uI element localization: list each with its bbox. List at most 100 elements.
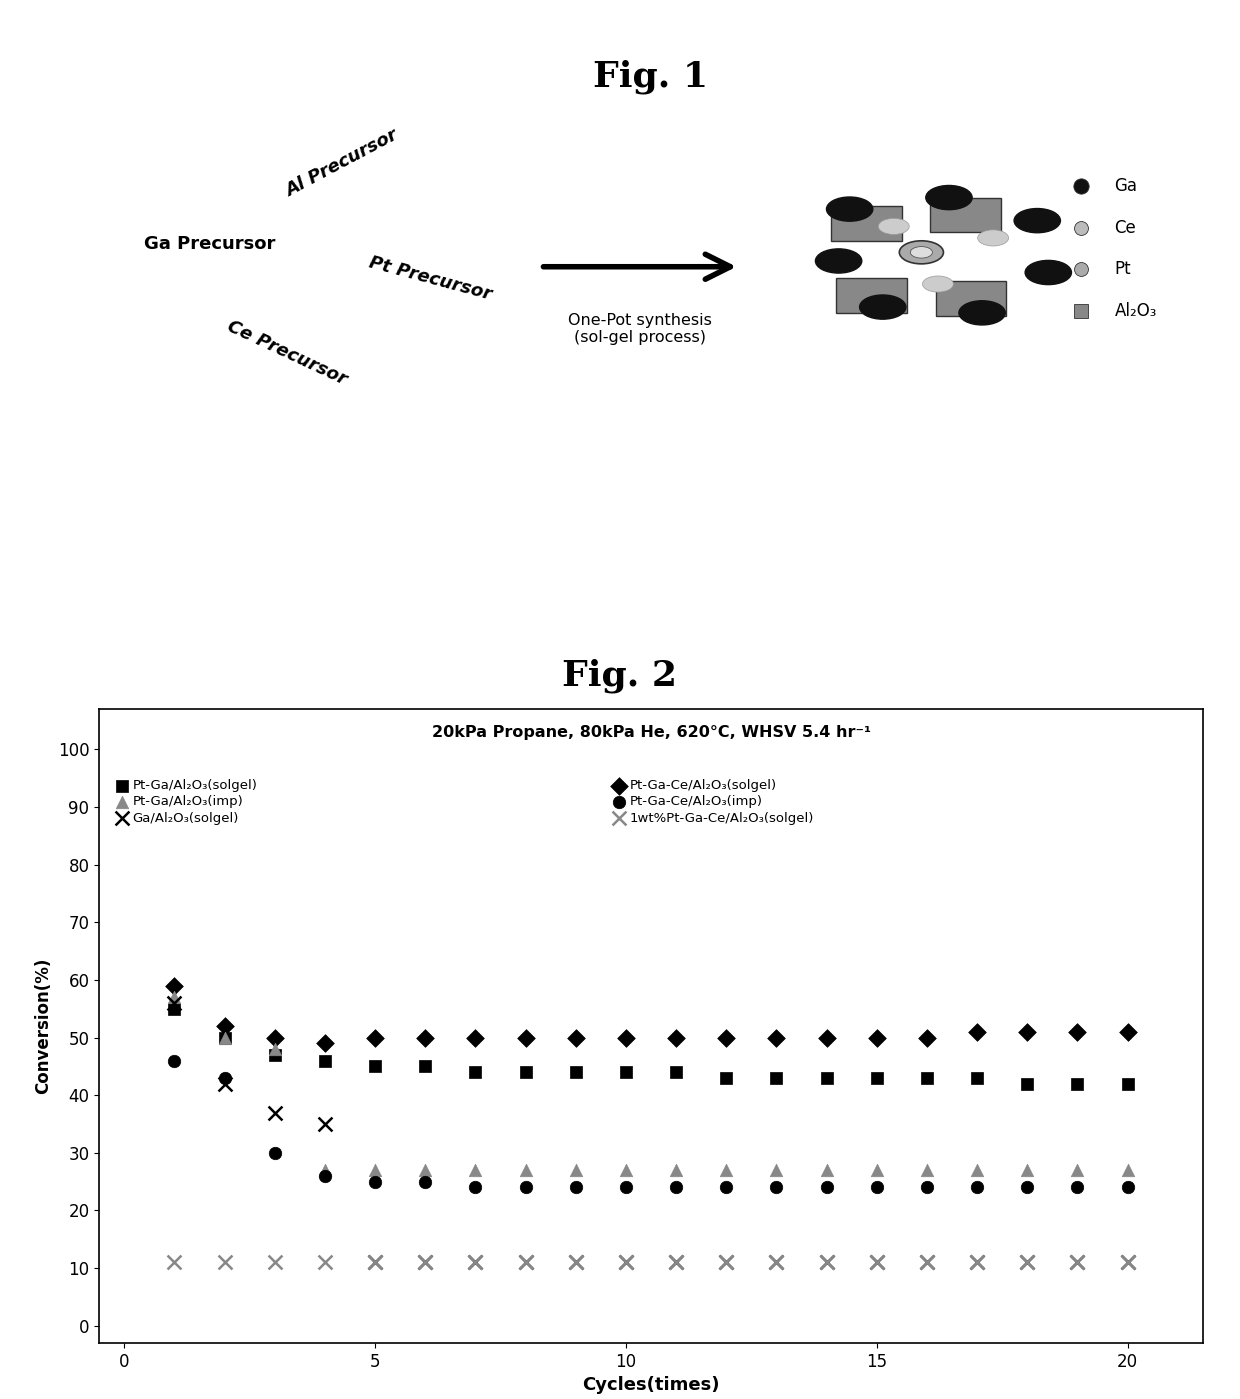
Circle shape [1014, 208, 1060, 232]
Point [565, 1251, 585, 1273]
Point [967, 1021, 987, 1044]
Point [817, 1251, 837, 1273]
Point [465, 1060, 485, 1083]
Circle shape [923, 276, 954, 292]
Y-axis label: Conversion(%): Conversion(%) [35, 958, 52, 1094]
Point [465, 1027, 485, 1049]
Point [717, 1066, 737, 1088]
Circle shape [926, 186, 972, 210]
Text: Ga Precursor: Ga Precursor [144, 235, 275, 253]
Point [1017, 1073, 1037, 1095]
Point [1117, 1158, 1137, 1181]
Point [565, 1177, 585, 1199]
Point [415, 1251, 435, 1273]
Circle shape [827, 197, 873, 221]
Point [717, 1027, 737, 1049]
Point [465, 1251, 485, 1273]
Point [265, 1027, 285, 1049]
Point [666, 1177, 686, 1199]
Point [766, 1066, 786, 1088]
Point [265, 1101, 285, 1123]
Point [265, 1044, 285, 1066]
Point [1017, 1251, 1037, 1273]
Point [1117, 1021, 1137, 1044]
Point [916, 1251, 937, 1273]
Text: Pt Precursor: Pt Precursor [367, 253, 494, 304]
Point [1017, 1177, 1037, 1199]
FancyBboxPatch shape [837, 278, 906, 313]
Point [817, 1177, 837, 1199]
Point [365, 1158, 384, 1181]
Point [565, 1251, 585, 1273]
Point [717, 1251, 737, 1273]
Point [465, 1158, 485, 1181]
Point [465, 1251, 485, 1273]
Point [766, 1251, 786, 1273]
Point [516, 1251, 536, 1273]
Point [365, 1027, 384, 1049]
Point [967, 1177, 987, 1199]
Point [516, 1251, 536, 1273]
Point [916, 1027, 937, 1049]
Text: Ce Precursor: Ce Precursor [224, 318, 350, 389]
Point [666, 1060, 686, 1083]
Point [315, 1032, 335, 1055]
Point [215, 1014, 234, 1037]
Point [1068, 1073, 1087, 1095]
Point [516, 1027, 536, 1049]
Circle shape [878, 218, 909, 235]
Point [1068, 1251, 1087, 1273]
Point [766, 1251, 786, 1273]
Circle shape [1025, 260, 1071, 284]
Point [315, 1049, 335, 1072]
Circle shape [859, 295, 906, 319]
Point [717, 1251, 737, 1273]
Point [365, 1171, 384, 1193]
Point [616, 1251, 636, 1273]
Point [1117, 1251, 1137, 1273]
Point [616, 1060, 636, 1083]
Point [415, 1251, 435, 1273]
Point [1017, 1158, 1037, 1181]
Point [315, 1158, 335, 1181]
Point [1017, 1251, 1037, 1273]
Point [666, 1027, 686, 1049]
Point [215, 1073, 234, 1095]
Point [415, 1171, 435, 1193]
Point [365, 1251, 384, 1273]
Point [1117, 1251, 1137, 1273]
Point [616, 1158, 636, 1181]
Point [165, 997, 185, 1020]
FancyBboxPatch shape [936, 281, 1007, 316]
Point [616, 1027, 636, 1049]
Point [415, 1055, 435, 1077]
Text: Pt: Pt [1115, 260, 1131, 278]
FancyBboxPatch shape [831, 206, 901, 241]
Point [766, 1027, 786, 1049]
Point [165, 975, 185, 997]
Point [967, 1251, 987, 1273]
Point [415, 1027, 435, 1049]
Point [1068, 1158, 1087, 1181]
Point [867, 1251, 887, 1273]
Point [516, 1060, 536, 1083]
Point [315, 1112, 335, 1135]
Point [265, 1038, 285, 1060]
Point [916, 1066, 937, 1088]
Point [666, 1251, 686, 1273]
Point [565, 1027, 585, 1049]
Point [916, 1177, 937, 1199]
Point [165, 1049, 185, 1072]
Point [817, 1066, 837, 1088]
Point [165, 986, 185, 1009]
Point [717, 1177, 737, 1199]
Text: Fig. 2: Fig. 2 [563, 658, 677, 693]
Text: Al Precursor: Al Precursor [283, 126, 402, 200]
Text: Fig. 1: Fig. 1 [594, 59, 708, 94]
Point [766, 1158, 786, 1181]
Circle shape [899, 241, 944, 264]
Point [315, 1165, 335, 1188]
Point [666, 1251, 686, 1273]
Point [516, 1177, 536, 1199]
Point [666, 1158, 686, 1181]
